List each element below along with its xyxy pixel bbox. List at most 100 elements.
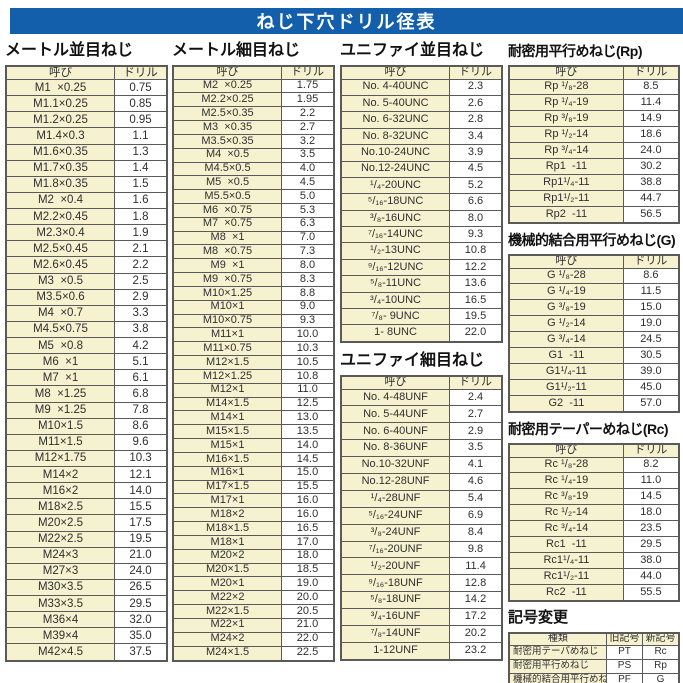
name-cell: M10×1 — [172, 299, 283, 315]
name-cell: ³/₈-16UNC — [340, 209, 451, 228]
table-row: M12×1.5 10.5 — [172, 355, 335, 370]
table-row: Rc ¹/₄-19 11.0 — [508, 472, 680, 490]
value-cell: 9.3 — [449, 226, 503, 244]
value-cell: 1.8 — [114, 208, 168, 226]
section-title-rp: 耐密用平行めねじ(Rp) — [508, 43, 643, 59]
name-cell: M14×1.5 — [172, 396, 283, 412]
unified-fine-table: 呼び ドリル No. 4-48UNF 2.4 No. 5-44UNF 2.7 No. 6-4… — [340, 375, 503, 661]
column-header: 旧記号 — [605, 632, 644, 646]
value-cell: 19.5 — [114, 530, 168, 548]
value-cell: 8.3 — [281, 272, 335, 287]
value-cell: 6.8 — [114, 385, 168, 403]
value-cell: 9.0 — [281, 299, 335, 315]
name-cell: M30×3.5 — [5, 578, 116, 597]
value-cell: 12.1 — [114, 466, 168, 484]
table-row: M11×1 10.0 — [172, 327, 335, 343]
name-cell: ⁷/₁₆-20UNF — [340, 540, 451, 559]
value-cell: 16.0 — [281, 493, 335, 509]
value-cell: 4.1 — [449, 456, 503, 474]
value-cell: 19.0 — [281, 576, 335, 592]
symbol-change-table: 種類 旧記号 新記号 耐密用テーパめねじ PT Rc 耐密用平行めねじ PS Rp 機械的結合用平… — [508, 632, 680, 683]
header-row: 呼び ドリル — [508, 65, 680, 80]
table-row: M2.2×0.25 1.95 — [172, 92, 335, 108]
name-cell: M16×2 — [5, 482, 116, 500]
table-row: Rp1¹/₄-11 38.8 — [508, 174, 680, 191]
name-cell: M11×1.5 — [5, 433, 116, 451]
value-cell: 4.5 — [281, 175, 335, 191]
table-row: M18×2 16.0 — [172, 507, 335, 523]
table-row: M2.5×0.35 2.2 — [172, 106, 335, 122]
name-cell: No. 5-44UNF — [340, 405, 451, 424]
name-cell: M6 ×1 — [5, 353, 116, 371]
value-cell: 8.6 — [622, 267, 680, 285]
name-cell: M2 ×0.4 — [5, 191, 116, 210]
table-row: No. 4-40UNC 2.3 — [340, 78, 503, 96]
value-cell: 15.5 — [114, 498, 168, 516]
name-cell: M8 ×1 — [172, 230, 283, 246]
value-cell: 5.3 — [281, 203, 335, 218]
value-cell: 30.5 — [622, 347, 680, 365]
table-row: ⁷/₈-14UNF 20.2 — [340, 625, 503, 643]
value-cell: 7.0 — [281, 230, 335, 246]
table-row: Rc ³/₄-14 23.5 — [508, 520, 680, 538]
table-row: No. 8-36UNF 3.5 — [340, 439, 503, 458]
table-row: M1.7×0.35 1.4 — [5, 159, 168, 177]
value-cell: 14.5 — [622, 488, 680, 506]
column-header: ドリル — [622, 254, 680, 269]
value-cell: 8.6 — [114, 417, 168, 435]
rp-table: 呼び ドリル Rp ¹/₈-28 8.5 Rp ¹/₄-19 11.4 Rp ³/₈-19 1… — [508, 65, 680, 224]
name-cell: M42×4.5 — [5, 643, 116, 662]
value-cell: 8.0 — [281, 258, 335, 274]
value-cell: 10.3 — [114, 449, 168, 468]
table-row: M2.6×0.45 2.2 — [5, 256, 168, 274]
table-row: ⁷/₁₆-14UNC 9.3 — [340, 226, 503, 244]
name-cell: ³/₈-24UNF — [340, 523, 451, 542]
name-cell: No.12-24UNC — [340, 160, 451, 178]
table-row: M6 ×0.75 5.3 — [172, 203, 335, 218]
value-cell: 22.0 — [281, 631, 335, 647]
table-row: Rc1¹/₄-11 38.0 — [508, 552, 680, 569]
name-cell: ¹/₂-13UNC — [340, 242, 451, 260]
name-cell: M18×2 — [172, 507, 283, 523]
table-row: M20×1.5 18.5 — [172, 562, 335, 578]
value-cell: 11.4 — [622, 94, 680, 112]
value-cell: 14.5 — [281, 451, 335, 467]
value-cell: 3.3 — [114, 304, 168, 322]
table-row: No.12-24UNC 4.5 — [340, 160, 503, 178]
value-cell: 1.95 — [281, 92, 335, 108]
table-row: No. 5-44UNF 2.7 — [340, 405, 503, 424]
table-row: M24×2 22.0 — [172, 631, 335, 647]
name-cell: M2.6×0.45 — [5, 256, 116, 274]
table-row: M22×2.5 19.5 — [5, 530, 168, 548]
header-row: 呼び ドリル — [5, 65, 168, 81]
value-cell: PT — [605, 644, 644, 660]
table-row: M12×1.25 10.8 — [172, 368, 335, 384]
value-cell: 18.0 — [622, 504, 680, 522]
value-cell: 8.5 — [622, 78, 680, 96]
table-row: 耐密用テーパめねじ PT Rc — [508, 644, 680, 660]
value-cell: 12.5 — [281, 396, 335, 412]
value-cell: 1.6 — [114, 191, 168, 210]
value-cell: 21.0 — [281, 617, 335, 633]
name-cell: M1.8×0.35 — [5, 175, 116, 193]
name-cell: Rp1 -11 — [508, 158, 624, 176]
name-cell: M1 ×0.25 — [5, 79, 116, 97]
value-cell: PF — [605, 672, 644, 683]
value-cell: Rp — [642, 658, 680, 674]
table-row: M2 ×0.4 1.6 — [5, 191, 168, 210]
table-row: M1.8×0.35 1.5 — [5, 175, 168, 193]
value-cell: 4.5 — [449, 160, 503, 178]
name-cell: M6 ×0.75 — [172, 203, 283, 218]
page-title: ねじ下穴ドリル径表 — [10, 8, 683, 34]
name-cell: M16×1.5 — [172, 451, 283, 467]
value-cell: 19.5 — [449, 308, 503, 326]
value-cell: 7.3 — [281, 244, 335, 260]
value-cell: 10.0 — [281, 327, 335, 343]
table-row: M1.2×0.25 0.95 — [5, 111, 168, 129]
section-title-unified-fine: ユニファイ細目ねじ — [340, 352, 485, 369]
value-cell: 6.6 — [449, 193, 503, 211]
table-row: No.10-24UNC 3.9 — [340, 144, 503, 162]
table-row: G1¹/₂-11 45.0 — [508, 379, 680, 396]
value-cell: 10.8 — [449, 242, 503, 260]
table-row: M6 ×1 5.1 — [5, 353, 168, 371]
